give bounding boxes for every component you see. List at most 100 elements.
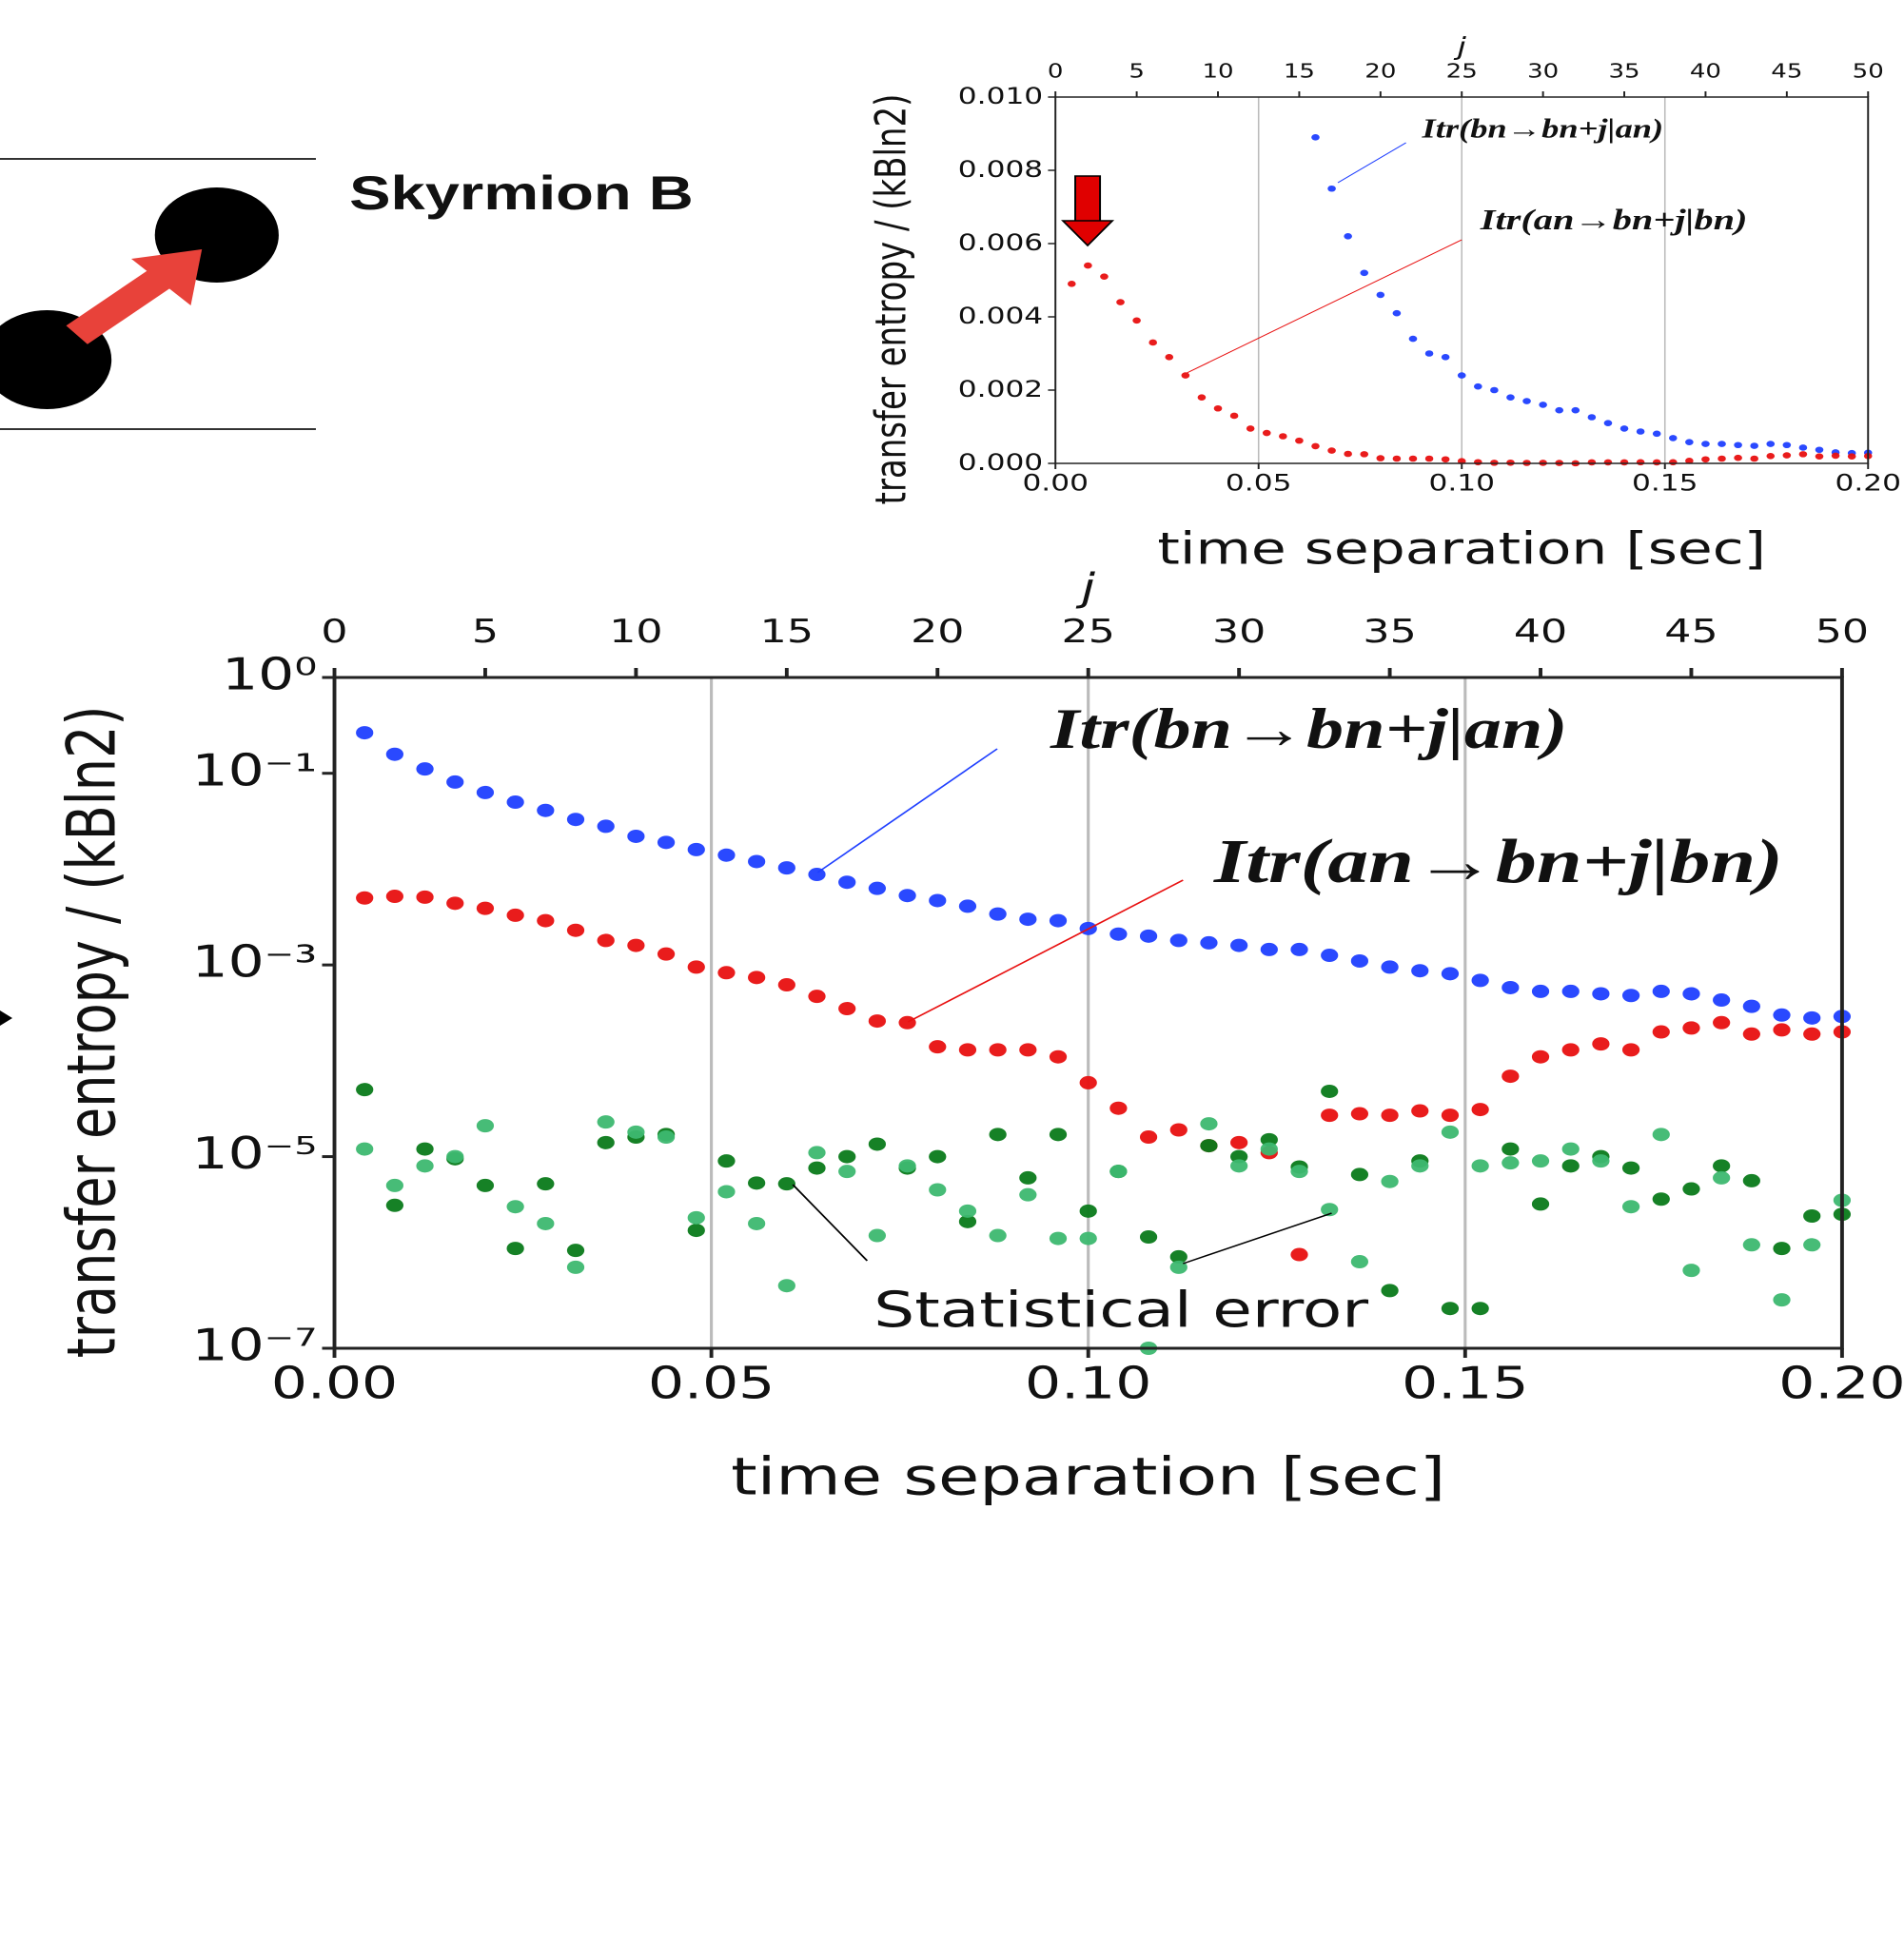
data-point: [1327, 447, 1336, 454]
x-axis-label: time separation [sec]: [731, 1447, 1445, 1507]
data-point: [1742, 1173, 1760, 1187]
data-point: [1682, 1182, 1700, 1196]
data-point: [1815, 453, 1824, 460]
diagram-label: Skyrmion B: [349, 167, 694, 220]
x2-tick-label: 15: [760, 613, 814, 651]
data-point: [1742, 999, 1760, 1013]
data-point: [1621, 1043, 1640, 1057]
data-point: [476, 785, 495, 799]
data-point: [1376, 455, 1385, 461]
data-point: [1701, 456, 1710, 463]
data-point: [1019, 1187, 1037, 1202]
data-point: [1831, 452, 1840, 460]
x2-tick-label: 50: [1816, 613, 1869, 651]
data-point: [1803, 1238, 1821, 1252]
data-point: [356, 1142, 374, 1156]
data-point: [1471, 1302, 1489, 1316]
data-point: [416, 1142, 434, 1156]
data-point: [1246, 425, 1255, 432]
data-point: [1200, 935, 1218, 950]
data-point: [1279, 433, 1287, 440]
data-point: [1619, 459, 1629, 466]
data-point: [1621, 989, 1640, 1003]
data-point: [1049, 1128, 1068, 1142]
data-point: [1019, 912, 1037, 927]
x2-tick-label: 5: [1129, 61, 1145, 83]
data-point: [1561, 1159, 1580, 1173]
x2-axis-label: j: [1453, 32, 1467, 61]
data-point: [1685, 458, 1694, 464]
data-point: [506, 795, 524, 810]
data-point: [1424, 350, 1434, 357]
data-point: [1067, 281, 1076, 287]
data-point: [748, 854, 766, 869]
data-point: [1441, 1125, 1460, 1139]
label-leader: [816, 748, 998, 873]
x2-tick-label: 0: [321, 613, 347, 651]
data-point: [808, 868, 826, 882]
data-point: [597, 933, 615, 948]
data-point: [1502, 980, 1520, 994]
data-point: [717, 966, 736, 980]
data-point: [1381, 960, 1399, 974]
data-point: [838, 1165, 856, 1179]
data-point: [929, 1183, 947, 1197]
data-point: [687, 1224, 705, 1238]
x2-tick-label: 10: [1202, 61, 1233, 83]
data-point: [1531, 1197, 1550, 1211]
data-point: [1019, 1170, 1037, 1185]
data-point: [1049, 1231, 1068, 1246]
data-point: [1555, 406, 1564, 414]
data-point: [1502, 1069, 1520, 1084]
data-point: [1682, 1264, 1700, 1278]
data-point: [356, 726, 374, 740]
x-tick-label: 0.20: [1835, 469, 1901, 496]
data-point: [1798, 451, 1808, 458]
data-point: [385, 890, 403, 904]
data-point: [566, 813, 585, 827]
data-point: [627, 829, 645, 843]
data-point: [1803, 1208, 1821, 1223]
data-point: [1457, 372, 1466, 379]
data-point: [1742, 1027, 1760, 1041]
data-point: [1636, 428, 1645, 435]
data-point: [1652, 430, 1661, 438]
data-point: [1230, 1135, 1248, 1149]
x2-tick-label: 20: [1364, 61, 1396, 83]
data-point: [1260, 1132, 1278, 1147]
data-point: [537, 913, 555, 928]
data-point: [1295, 437, 1304, 444]
data-point: [1685, 439, 1694, 445]
data-point: [1321, 949, 1339, 963]
data-point: [1750, 442, 1758, 449]
x-axis-label: time separation [sec]: [1157, 523, 1766, 575]
series-label: Itr(bn→bn+j|an): [1421, 114, 1663, 144]
data-point: [1441, 1108, 1460, 1123]
data-point: [1773, 1242, 1791, 1256]
x-tick-label: 0.15: [1402, 1357, 1528, 1408]
data-point: [1713, 1015, 1731, 1030]
series-label: Itr(an→bn+j|bn): [1480, 204, 1748, 236]
data-point: [1621, 1161, 1640, 1175]
data-point: [1116, 299, 1125, 305]
data-point: [627, 938, 645, 952]
data-point: [1424, 455, 1434, 462]
data-point: [1718, 441, 1726, 447]
data-point: [868, 881, 887, 895]
data-point: [1471, 1103, 1489, 1117]
data-point: [1561, 1142, 1580, 1156]
data-point: [1260, 942, 1278, 956]
data-point: [958, 1043, 977, 1057]
data-point: [1471, 973, 1489, 988]
data-point: [1169, 1260, 1188, 1274]
data-point: [1262, 429, 1271, 437]
data-point: [1049, 913, 1068, 928]
data-point: [1522, 398, 1531, 404]
data-point: [1603, 420, 1613, 426]
data-point: [1350, 953, 1369, 968]
data-point: [1652, 1128, 1670, 1142]
data-point: [416, 890, 434, 904]
data-point: [1782, 452, 1792, 459]
data-point: [1441, 1302, 1460, 1316]
edge-arrow: [0, 1010, 13, 1026]
